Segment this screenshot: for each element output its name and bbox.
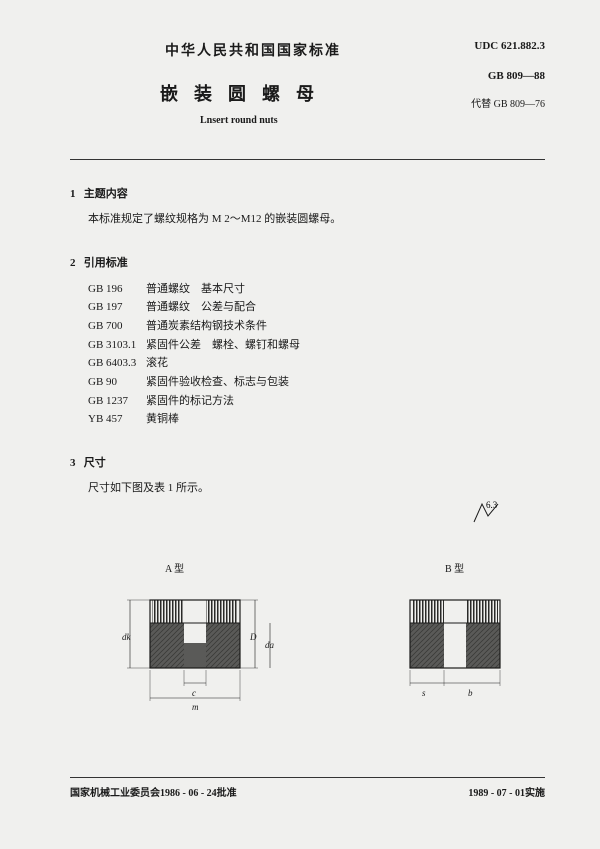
footer-bar: 国家机械工业委员会1986 - 06 - 24批准 1989 - 07 - 01… bbox=[70, 777, 545, 799]
ref-item: GB 196普通螺纹 基本尺寸 bbox=[88, 280, 545, 299]
ref-item: GB 3103.1紧固件公差 螺栓、螺钉和螺母 bbox=[88, 336, 545, 355]
section-3-num: 3 bbox=[70, 457, 76, 469]
diagram-area: A 型 B 型 bbox=[70, 560, 545, 740]
ref-desc: 普通炭素结构钢技术条件 bbox=[146, 320, 267, 332]
section-1-header: 1 主题内容 bbox=[70, 185, 545, 201]
ref-desc: 紧固件的标记方法 bbox=[146, 395, 234, 407]
section-2-title: 引用标准 bbox=[84, 257, 128, 269]
gb-code: GB 809—88 bbox=[488, 70, 545, 82]
section-1-text: 本标准规定了螺纹规格为 M 2～M12 的嵌装圆螺母。 bbox=[88, 211, 545, 229]
footer-approval: 国家机械工业委员会1986 - 06 - 24批准 bbox=[70, 784, 237, 799]
dim-c: c bbox=[192, 688, 196, 698]
ref-item: GB 197普通螺纹 公差与配合 bbox=[88, 298, 545, 317]
ref-code: YB 457 bbox=[88, 410, 146, 429]
section-3-header: 3 尺寸 bbox=[70, 454, 545, 470]
dim-dk: dk bbox=[122, 632, 131, 642]
surface-finish-symbol: 6.3 bbox=[472, 500, 500, 529]
ref-item: GB 90紧固件验收检查、标志与包装 bbox=[88, 373, 545, 392]
main-title: 嵌装圆螺母 bbox=[160, 80, 330, 106]
section-3: 3 尺寸 尺寸如下图及表 1 所示。 bbox=[70, 454, 545, 498]
dim-s: s bbox=[422, 688, 426, 698]
section-1-num: 1 bbox=[70, 188, 76, 200]
ref-desc: 紧固件验收检查、标志与包装 bbox=[146, 376, 289, 388]
dim-D: D bbox=[250, 632, 257, 642]
ref-desc: 紧固件公差 螺栓、螺钉和螺母 bbox=[146, 339, 300, 351]
udc-code: UDC 621.882.3 bbox=[474, 40, 545, 52]
reference-list: GB 196普通螺纹 基本尺寸 GB 197普通螺纹 公差与配合 GB 700普… bbox=[88, 280, 545, 430]
ref-desc: 普通螺纹 基本尺寸 bbox=[146, 283, 245, 295]
ref-code: GB 3103.1 bbox=[88, 336, 146, 355]
ref-desc: 黄铜棒 bbox=[146, 413, 179, 425]
ref-code: GB 197 bbox=[88, 298, 146, 317]
section-1: 1 主题内容 本标准规定了螺纹规格为 M 2～M12 的嵌装圆螺母。 bbox=[70, 185, 545, 229]
ref-item: GB 700普通炭素结构钢技术条件 bbox=[88, 317, 545, 336]
dim-da: da bbox=[265, 640, 274, 650]
dim-b: b bbox=[468, 688, 473, 698]
ref-code: GB 1237 bbox=[88, 392, 146, 411]
ref-code: GB 196 bbox=[88, 280, 146, 299]
section-2: 2 引用标准 GB 196普通螺纹 基本尺寸 GB 197普通螺纹 公差与配合 … bbox=[70, 254, 545, 430]
type-b-label: B 型 bbox=[445, 560, 464, 575]
diagram-type-b bbox=[380, 578, 530, 728]
ref-code: GB 700 bbox=[88, 317, 146, 336]
ref-item: YB 457黄铜棒 bbox=[88, 410, 545, 429]
dim-m: m bbox=[192, 702, 199, 712]
header-block: 中华人民共和国国家标准 嵌装圆螺母 Lnsert round nuts UDC … bbox=[70, 40, 545, 160]
ref-item: GB 1237紧固件的标记方法 bbox=[88, 392, 545, 411]
replaces-code: 代替 GB 809—76 bbox=[471, 95, 545, 110]
ref-desc: 滚花 bbox=[146, 357, 168, 369]
section-2-num: 2 bbox=[70, 257, 76, 269]
ref-desc: 普通螺纹 公差与配合 bbox=[146, 301, 256, 313]
ref-item: GB 6403.3滚花 bbox=[88, 354, 545, 373]
english-title: Lnsert round nuts bbox=[200, 115, 278, 126]
type-a-label: A 型 bbox=[165, 560, 184, 575]
surface-value: 6.3 bbox=[486, 500, 498, 510]
section-2-header: 2 引用标准 bbox=[70, 254, 545, 270]
ref-code: GB 90 bbox=[88, 373, 146, 392]
diagram-type-a bbox=[100, 578, 280, 728]
ref-code: GB 6403.3 bbox=[88, 354, 146, 373]
country-title: 中华人民共和国国家标准 bbox=[165, 40, 341, 60]
section-1-title: 主题内容 bbox=[84, 188, 128, 200]
footer-effective: 1989 - 07 - 01实施 bbox=[468, 784, 545, 799]
section-3-title: 尺寸 bbox=[84, 457, 106, 469]
section-3-text: 尺寸如下图及表 1 所示。 bbox=[88, 480, 545, 498]
